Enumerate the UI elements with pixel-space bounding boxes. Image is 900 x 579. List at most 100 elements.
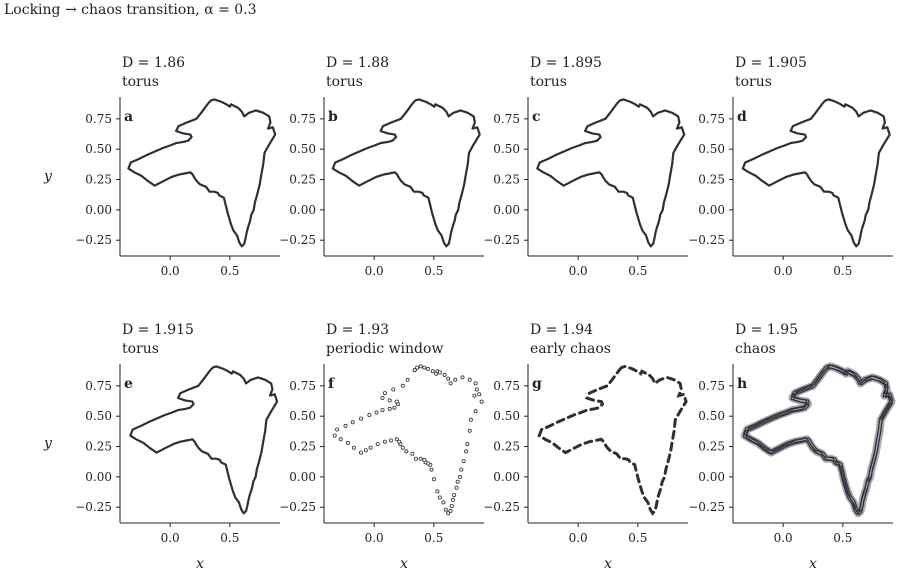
data-point bbox=[442, 372, 447, 377]
parameter-label: D = 1.915 bbox=[122, 322, 194, 338]
panel-d: D = 1.905 torus 0.75 0.50 0.25 0.00 −0.25 0.0 0.… bbox=[688, 55, 893, 278]
data-point bbox=[394, 437, 399, 442]
x-axis-label: x bbox=[809, 556, 817, 572]
panel-letter: h bbox=[737, 376, 747, 392]
data-point bbox=[449, 503, 454, 508]
y-tick-label: −0.25 bbox=[279, 233, 316, 247]
data-point bbox=[380, 395, 385, 400]
data-point bbox=[479, 399, 484, 404]
y-tick-label: 0.25 bbox=[85, 173, 112, 187]
y-tick-label: −0.25 bbox=[279, 500, 316, 514]
data-point bbox=[351, 445, 356, 450]
y-tick-label: 0.00 bbox=[698, 470, 725, 484]
y-tick-label: 0.75 bbox=[698, 379, 725, 393]
x-tick-label: 0.5 bbox=[220, 264, 239, 278]
y-tick-label: 0.00 bbox=[289, 470, 316, 484]
data-point bbox=[477, 392, 482, 397]
panel-a: D = 1.86 torus 0.75 0.50 0.25 0.00 −0.25 0.0 0.5… bbox=[43, 55, 280, 278]
data-point bbox=[367, 412, 372, 417]
data-point bbox=[405, 377, 410, 382]
y-tick-label: 0.50 bbox=[289, 409, 316, 423]
parameter-label: D = 1.88 bbox=[326, 55, 389, 71]
data-point bbox=[388, 438, 393, 443]
y-tick-label: −0.25 bbox=[75, 500, 112, 514]
data-point bbox=[397, 439, 402, 444]
y-tick-label: 0.50 bbox=[493, 409, 520, 423]
data-point bbox=[474, 387, 479, 392]
y-tick-label: 0.75 bbox=[289, 112, 316, 126]
x-tick-label: 0.5 bbox=[220, 531, 239, 545]
y-axis-label: y bbox=[43, 169, 53, 185]
x-tick-label: 0.5 bbox=[833, 531, 852, 545]
y-tick-label: 0.75 bbox=[85, 112, 112, 126]
y-tick-label: 0.00 bbox=[493, 203, 520, 217]
panel-c: D = 1.895 torus 0.75 0.50 0.25 0.00 −0.25 0.0 0.… bbox=[483, 55, 688, 278]
data-point bbox=[404, 449, 409, 454]
x-tick-label: 0.5 bbox=[424, 264, 443, 278]
data-point bbox=[350, 420, 355, 425]
data-point bbox=[467, 428, 472, 433]
data-point bbox=[338, 437, 343, 442]
parameter-label: D = 1.95 bbox=[735, 322, 798, 338]
data-point bbox=[392, 405, 397, 410]
data-point bbox=[437, 495, 442, 500]
panel-g: D = 1.94 early chaos 0.75 0.50 0.25 0.00 −0.25… bbox=[483, 322, 688, 572]
data-point bbox=[387, 398, 392, 403]
data-point bbox=[443, 507, 448, 512]
data-point bbox=[448, 381, 453, 386]
x-tick-label: 0.0 bbox=[569, 264, 588, 278]
data-point bbox=[363, 448, 368, 453]
data-point bbox=[343, 423, 348, 428]
data-point bbox=[415, 365, 420, 370]
data-point bbox=[458, 474, 463, 479]
figure-title: Locking → chaos transition, α = 0.3 bbox=[4, 2, 257, 18]
y-tick-label: 0.25 bbox=[698, 440, 725, 454]
y-tick-label: 0.25 bbox=[289, 173, 316, 187]
data-point bbox=[452, 493, 457, 498]
panel-letter: c bbox=[532, 109, 541, 125]
series-line bbox=[331, 98, 481, 248]
data-point bbox=[368, 445, 373, 450]
y-tick-label: 0.25 bbox=[698, 173, 725, 187]
data-point bbox=[461, 459, 466, 464]
data-point bbox=[413, 456, 418, 461]
panel-letter: d bbox=[737, 109, 747, 125]
data-point bbox=[387, 406, 392, 411]
y-tick-label: −0.25 bbox=[75, 233, 112, 247]
data-point bbox=[380, 408, 385, 413]
panel-letter: g bbox=[532, 376, 542, 392]
data-point bbox=[446, 511, 451, 516]
y-tick-label: 0.50 bbox=[493, 142, 520, 156]
regime-label: torus bbox=[735, 74, 772, 90]
panel-letter: a bbox=[124, 109, 133, 125]
series-line bbox=[741, 98, 891, 248]
y-axis-label: y bbox=[43, 436, 53, 452]
x-tick-label: 0.0 bbox=[365, 531, 384, 545]
y-tick-label: −0.25 bbox=[688, 233, 725, 247]
y-tick-label: 0.50 bbox=[85, 142, 112, 156]
data-point bbox=[430, 369, 435, 374]
y-tick-label: 0.75 bbox=[493, 379, 520, 393]
regime-label: chaos bbox=[735, 341, 776, 357]
data-point bbox=[459, 467, 464, 472]
y-tick-label: 0.25 bbox=[493, 173, 520, 187]
regime-label: torus bbox=[122, 74, 159, 90]
panel-f: D = 1.93 periodic window 0.75 0.50 0.25 0.00 −… bbox=[279, 322, 484, 572]
series-line bbox=[127, 98, 277, 248]
data-point bbox=[418, 364, 423, 369]
parameter-label: D = 1.905 bbox=[735, 55, 807, 71]
regime-label: torus bbox=[122, 341, 159, 357]
x-tick-label: 0.5 bbox=[628, 531, 647, 545]
y-tick-label: 0.00 bbox=[493, 470, 520, 484]
data-point bbox=[464, 449, 469, 454]
data-point bbox=[412, 368, 417, 373]
data-point bbox=[375, 442, 380, 447]
x-axis-label: x bbox=[400, 556, 408, 572]
x-tick-label: 0.5 bbox=[424, 531, 443, 545]
data-point bbox=[465, 442, 470, 447]
data-point bbox=[358, 416, 363, 421]
series-line bbox=[536, 98, 686, 248]
y-tick-label: 0.75 bbox=[289, 379, 316, 393]
x-tick-label: 0.0 bbox=[161, 531, 180, 545]
